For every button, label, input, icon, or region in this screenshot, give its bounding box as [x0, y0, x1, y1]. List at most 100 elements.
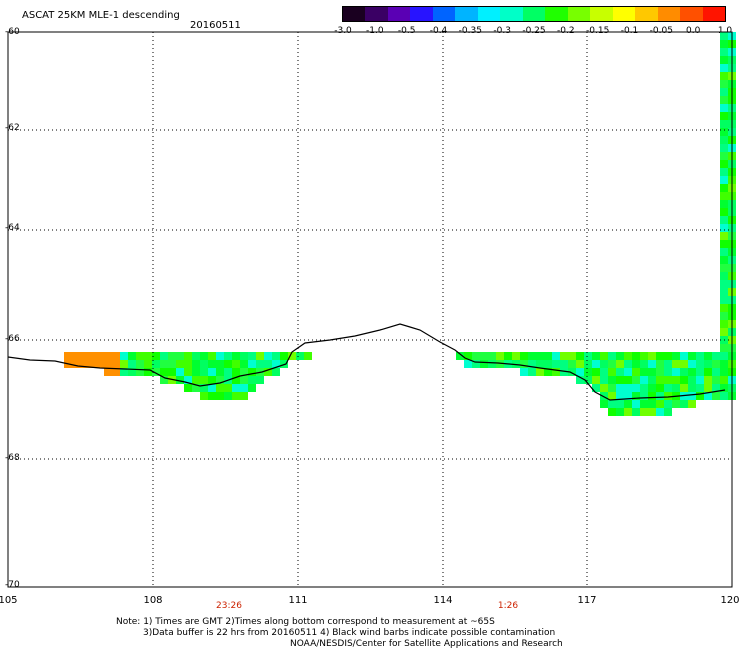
wind-cell — [504, 352, 512, 360]
wind-cell — [696, 384, 704, 392]
colorbar-swatch — [702, 7, 725, 21]
wind-cell — [656, 352, 664, 360]
wind-cell — [224, 384, 232, 392]
wind-cell — [224, 368, 232, 376]
wind-cell — [256, 376, 264, 384]
wind-cell — [624, 376, 632, 384]
lon-label: 117 — [577, 595, 597, 606]
colorbar-label: -0.5 — [397, 26, 416, 36]
lon-label: 108 — [143, 595, 163, 606]
wind-cell — [688, 368, 696, 376]
wind-cell — [720, 200, 728, 208]
pass-time: 23:26 — [216, 601, 242, 611]
colorbar-label: -0.1 — [620, 26, 639, 36]
wind-cell — [712, 392, 720, 400]
wind-cell — [672, 360, 680, 368]
wind-cell — [152, 368, 160, 376]
wind-cell — [224, 392, 232, 400]
wind-cell — [680, 360, 688, 368]
wind-cell — [656, 384, 664, 392]
wind-cell — [720, 304, 728, 312]
wind-cell — [712, 352, 720, 360]
wind-cell — [720, 224, 728, 232]
wind-cell — [616, 352, 624, 360]
wind-cell — [696, 352, 704, 360]
wind-cell — [640, 392, 648, 400]
wind-cell — [648, 392, 656, 400]
wind-cell — [592, 384, 600, 392]
wind-cell — [616, 400, 624, 408]
wind-cell — [656, 368, 664, 376]
wind-cell — [272, 368, 280, 376]
wind-cell — [128, 360, 136, 368]
wind-cell — [576, 376, 584, 384]
wind-cell — [720, 256, 728, 264]
wind-cell — [664, 400, 672, 408]
colorbar — [342, 6, 726, 22]
wind-cell — [648, 408, 656, 416]
wind-cell — [664, 384, 672, 392]
wind-cell — [680, 368, 688, 376]
wind-cell — [152, 352, 160, 360]
wind-cell — [720, 288, 728, 296]
wind-cell — [280, 360, 288, 368]
wind-cell — [688, 400, 696, 408]
wind-cell — [568, 360, 576, 368]
colorbar-label: -0.25 — [522, 26, 546, 36]
wind-cell — [232, 376, 240, 384]
coastline — [7, 323, 726, 401]
wind-cell — [720, 240, 728, 248]
wind-cell — [520, 360, 528, 368]
wind-cell — [640, 360, 648, 368]
wind-cell — [672, 400, 680, 408]
colorbar-label: -0.15 — [586, 26, 610, 36]
wind-cell — [720, 136, 728, 144]
wind-cell — [592, 352, 600, 360]
wind-cell — [304, 352, 312, 360]
wind-cell — [248, 368, 256, 376]
wind-cell — [112, 368, 120, 376]
wind-cell — [488, 360, 496, 368]
colorbar-swatch — [635, 7, 658, 21]
colorbar-label: -0.3 — [493, 26, 511, 36]
wind-cell — [184, 376, 192, 384]
wind-cell — [720, 272, 728, 280]
wind-cell — [584, 352, 592, 360]
wind-cell — [160, 376, 168, 384]
wind-cell — [688, 352, 696, 360]
wind-cell — [720, 248, 728, 256]
wind-cell — [472, 352, 480, 360]
wind-data-field — [64, 32, 736, 416]
wind-cell — [632, 400, 640, 408]
footnote-line: 3)Data buffer is 22 hrs from 20160511 4)… — [143, 628, 556, 638]
wind-cell — [224, 352, 232, 360]
product-date: 20160511 — [190, 20, 241, 31]
wind-cell — [152, 360, 160, 368]
wind-cell — [680, 352, 688, 360]
wind-cell — [544, 368, 552, 376]
wind-cell — [232, 384, 240, 392]
wind-cell — [200, 376, 208, 384]
wind-cell — [632, 368, 640, 376]
wind-cell — [552, 360, 560, 368]
wind-cell — [656, 376, 664, 384]
lon-label: 105 — [0, 595, 18, 606]
wind-cell — [184, 384, 192, 392]
wind-cell — [216, 368, 224, 376]
product-title: ASCAT 25KM MLE-1 descending — [22, 10, 180, 21]
wind-cell — [184, 352, 192, 360]
wind-cell — [720, 184, 728, 192]
wind-cell — [720, 168, 728, 176]
wind-cell — [200, 368, 208, 376]
wind-cell — [600, 352, 608, 360]
wind-cell — [720, 32, 728, 40]
wind-cell — [704, 376, 712, 384]
wind-cell — [704, 392, 712, 400]
wind-cell — [664, 376, 672, 384]
wind-cell — [648, 352, 656, 360]
wind-cell — [192, 360, 200, 368]
wind-cell — [528, 368, 536, 376]
wind-cell — [720, 384, 728, 392]
wind-cell — [208, 368, 216, 376]
